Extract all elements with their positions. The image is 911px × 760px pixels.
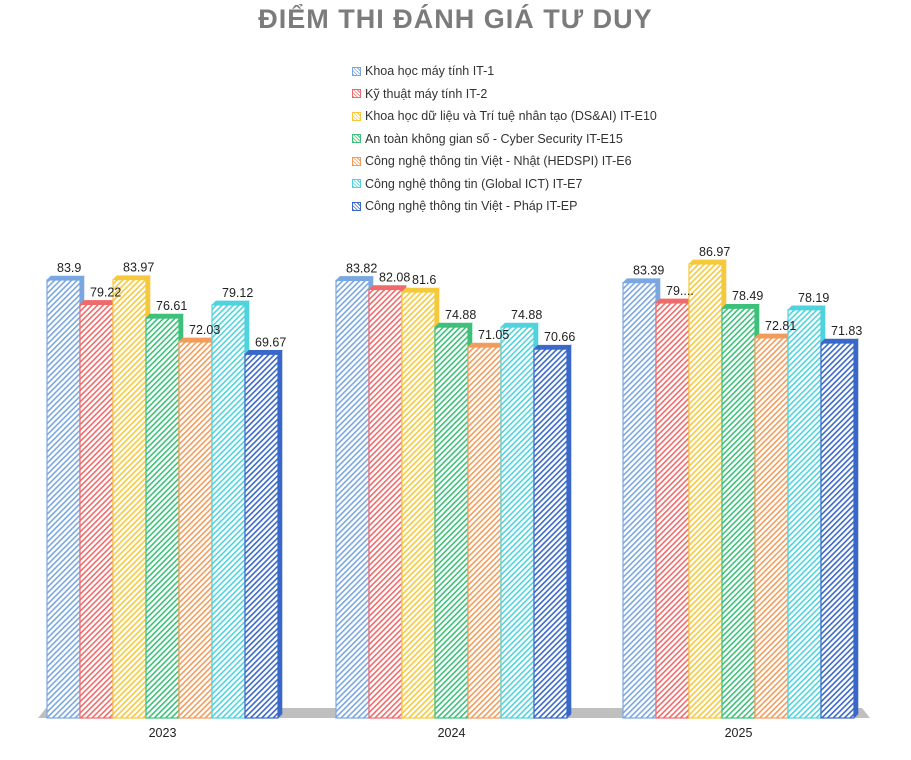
data-label: 82.08 (379, 271, 410, 285)
data-label: 83.9 (57, 261, 81, 275)
x-tick-label: 2025 (725, 726, 753, 740)
bar-top (754, 333, 793, 339)
bar (368, 288, 403, 719)
bar (820, 342, 855, 719)
bar (688, 263, 723, 719)
bar (335, 279, 370, 719)
data-label: 70.66 (544, 330, 575, 344)
bar (655, 302, 690, 719)
bar (178, 341, 213, 719)
data-label: 83.97 (123, 261, 154, 275)
data-label: 83.39 (633, 264, 664, 278)
legend-item: Khoa học dữ liệu và Trí tuệ nhân tạo (DS… (352, 105, 657, 128)
legend-item: Công nghệ thông tin Việt - Pháp IT-EP (352, 195, 657, 218)
data-label: 79.... (666, 284, 694, 298)
legend-label: Kỹ thuật máy tính IT-2 (365, 86, 488, 101)
legend-swatch (352, 179, 361, 189)
bar (79, 303, 114, 719)
data-label: 72.03 (189, 323, 220, 337)
legend-item: An toàn không gian số - Cyber Security I… (352, 128, 657, 151)
legend-item: Công nghệ thông tin Việt - Nhật (HEDSPI)… (352, 150, 657, 173)
data-label: 71.05 (478, 328, 509, 342)
legend-label: Công nghệ thông tin Việt - Nhật (HEDSPI)… (365, 154, 632, 169)
bar (533, 348, 568, 719)
legend-swatch (352, 201, 361, 211)
data-label: 83.82 (346, 261, 377, 275)
legend-swatch (352, 134, 361, 144)
bars-layer (46, 259, 859, 719)
bar (112, 279, 147, 719)
chart-legend: Khoa học máy tính IT-1 Kỹ thuật máy tính … (352, 60, 657, 218)
legend-swatch (352, 111, 361, 121)
legend-item: Kỹ thuật máy tính IT-2 (352, 83, 657, 106)
legend-swatch (352, 66, 361, 76)
legend-swatch (352, 156, 361, 166)
data-label: 86.97 (699, 245, 730, 259)
data-label: 74.88 (511, 308, 542, 322)
x-axis-labels: 2023 2024 2025 (149, 726, 753, 740)
bar (467, 346, 502, 719)
legend-label: An toàn không gian số - Cyber Security I… (365, 131, 623, 146)
x-tick-label: 2024 (438, 726, 466, 740)
bar-side (277, 349, 283, 719)
bar-top (467, 342, 506, 348)
legend-item: Công nghệ thông tin (Global ICT) IT-E7 (352, 173, 657, 196)
legend-swatch (352, 89, 361, 99)
bar (434, 326, 469, 719)
x-tick-label: 2023 (149, 726, 177, 740)
data-label: 79.22 (90, 285, 121, 299)
data-label: 78.49 (732, 289, 763, 303)
data-label: 76.61 (156, 299, 187, 313)
bar (401, 291, 436, 719)
data-label: 69.67 (255, 335, 286, 349)
bar (500, 326, 535, 719)
bar-top (787, 305, 826, 311)
data-label: 78.19 (798, 291, 829, 305)
bar (787, 309, 822, 719)
legend-label: Công nghệ thông tin Việt - Pháp IT-EP (365, 199, 578, 214)
legend-label: Công nghệ thông tin (Global ICT) IT-E7 (365, 176, 583, 191)
bar-top (820, 338, 859, 344)
legend-label: Khoa học dữ liệu và Trí tuệ nhân tạo (DS… (365, 109, 657, 124)
value-labels-layer: 83.979.2283.9776.6172.0379.1269.6783.828… (57, 245, 862, 349)
bar (145, 317, 180, 719)
bar (244, 353, 279, 719)
data-label: 72.81 (765, 319, 796, 333)
data-label: 74.88 (445, 308, 476, 322)
bar (46, 279, 81, 719)
legend-label: Khoa học máy tính IT-1 (365, 64, 495, 79)
bar-top (622, 278, 661, 283)
bar (211, 304, 246, 719)
data-label: 81.6 (412, 273, 436, 287)
data-label: 71.83 (831, 324, 862, 338)
bar (721, 307, 756, 719)
chart-title: ĐIỂM THI ĐÁNH GIÁ TƯ DUY (258, 4, 653, 34)
legend-item: Khoa học máy tính IT-1 (352, 60, 657, 83)
bar-top (368, 285, 407, 290)
bar (622, 282, 657, 719)
data-label: 79.12 (222, 286, 253, 300)
bar (754, 337, 789, 719)
